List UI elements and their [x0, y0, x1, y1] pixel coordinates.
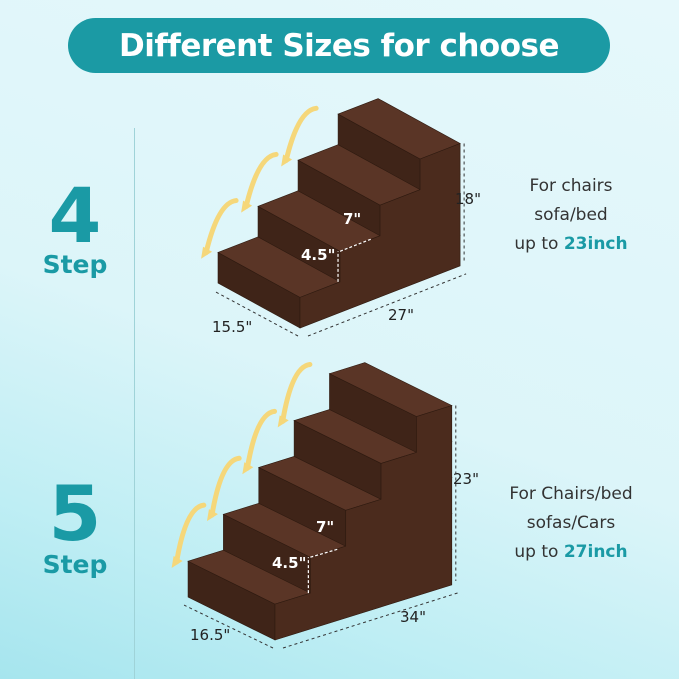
- page-title: Different Sizes for choose: [119, 27, 560, 64]
- step-label: Step: [42, 250, 108, 279]
- length-label: 27": [388, 306, 414, 324]
- depth-dimension-line: [213, 290, 299, 337]
- length-dimension-line: [307, 273, 467, 337]
- desc-prefix: up to: [514, 542, 564, 562]
- desc-line: sofas/Cars: [526, 513, 616, 533]
- height-label: 23": [453, 470, 479, 488]
- desc-line: up to 27inch: [486, 538, 656, 567]
- max-height: 23inch: [563, 234, 628, 254]
- desc-line: sofa/bed: [534, 205, 608, 225]
- tread-label: 7": [316, 518, 335, 536]
- depth-dimension-line: [183, 604, 274, 649]
- tread-dimension-line: [339, 238, 373, 252]
- arrow-icon: [243, 151, 279, 210]
- arrow-head-icon: [171, 556, 183, 569]
- title-banner: Different Sizes for choose: [68, 18, 610, 73]
- depth-label: 16.5": [190, 626, 231, 644]
- depth-label: 15.5": [212, 318, 253, 336]
- arrow-head-icon: [242, 462, 254, 475]
- arrow-head-icon: [277, 415, 289, 428]
- riser-label: 4.5": [301, 246, 336, 264]
- desc-line: For chairs: [529, 176, 613, 196]
- tread-label: 7": [343, 210, 362, 228]
- max-height: 27inch: [563, 542, 628, 562]
- arrow-icon: [203, 198, 239, 256]
- arrow-icon: [283, 105, 319, 163]
- arrow-icon: [209, 455, 242, 518]
- arrow-head-icon: [206, 509, 218, 522]
- arrow-head-icon: [201, 246, 213, 259]
- usage-description: For Chairs/bed sofas/Cars up to 27inch: [486, 480, 656, 567]
- step-label: Step: [42, 550, 108, 579]
- stair-side-face: [274, 405, 453, 641]
- stair-side-face: [299, 143, 461, 329]
- step-count: 4: [48, 171, 102, 260]
- desc-line: up to 23inch: [486, 230, 656, 259]
- arrow-icon: [244, 408, 278, 471]
- desc-line: For Chairs/bed: [509, 484, 633, 504]
- usage-description: For chairs sofa/bed up to 23inch: [486, 172, 656, 259]
- divider: [134, 128, 135, 679]
- length-dimension-line: [282, 592, 458, 649]
- arrow-head-icon: [241, 200, 253, 213]
- arrow-icon: [174, 502, 207, 565]
- riser-label: 4.5": [272, 554, 307, 572]
- arrow-head-icon: [281, 154, 293, 167]
- step-count: 5: [48, 469, 102, 558]
- length-label: 34": [400, 608, 426, 626]
- arrow-icon: [280, 361, 313, 424]
- height-label: 18": [455, 190, 481, 208]
- desc-prefix: up to: [514, 234, 564, 254]
